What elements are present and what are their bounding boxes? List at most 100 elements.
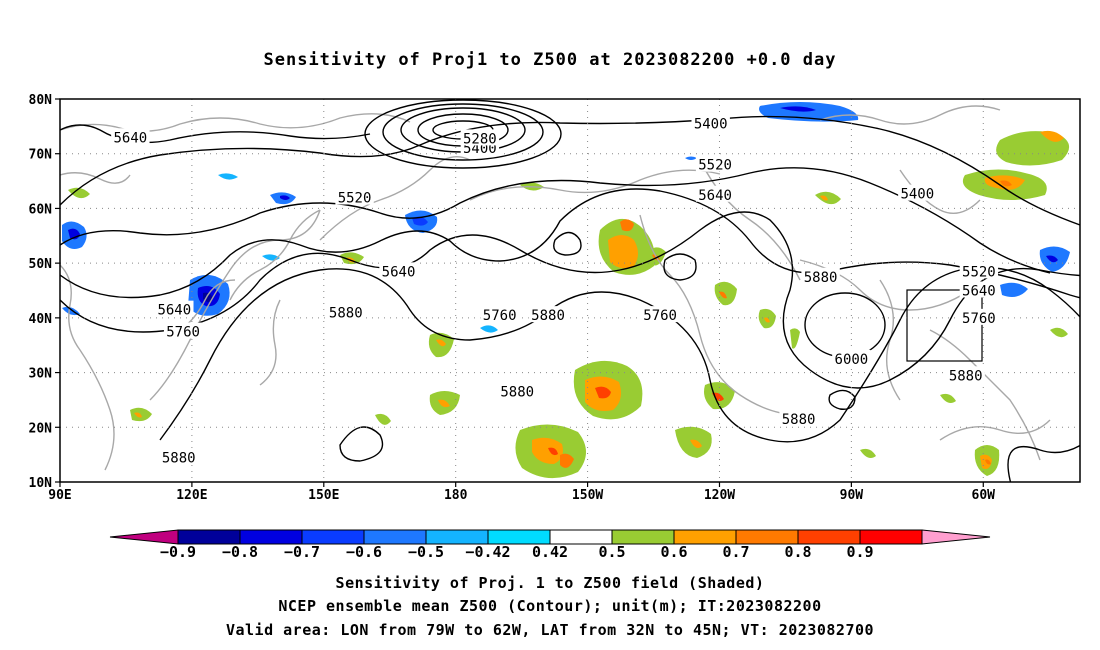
colorbar-tick-label: 0.7 (722, 543, 749, 561)
lat-tick-label: 40N (29, 312, 53, 327)
colorbar-segment (487, 529, 551, 545)
contour-label: 5880 (949, 368, 983, 384)
colorbar-tick-label: 0.42 (532, 543, 568, 561)
contour-label: 5520 (698, 158, 732, 174)
colorbar-high-arrow (921, 529, 991, 545)
contour-label: 5880 (782, 412, 816, 428)
contour-label: 5280 (463, 131, 497, 147)
contour-label-bg (379, 262, 418, 279)
lat-tick-label: 60N (29, 202, 53, 217)
contour-label: 5880 (162, 450, 196, 466)
lon-tick-label: 60W (972, 488, 996, 503)
contour-label-bg (111, 128, 150, 145)
colorbar-tick-label: −0.6 (346, 543, 382, 561)
colorbar-tick-label: −0.9 (160, 543, 196, 561)
contour-label: 5400 (694, 117, 728, 133)
contour-label: 5640 (698, 188, 732, 204)
latitude-labels: 80N 70N 60N 50N 40N 30N 20N 10N (29, 93, 60, 491)
contour-labels: 5640 5400 5280 5520 5640 5640 5760 5880 5760 5880… (111, 114, 999, 466)
colorbar-tick-label: −0.8 (222, 543, 258, 561)
colorbar-low-arrow (109, 529, 179, 545)
lat-tick-label: 80N (29, 93, 53, 108)
lon-tick-label: 120E (176, 488, 207, 503)
contour-label-bg (779, 410, 818, 427)
caption-shaded: Sensitivity of Proj. 1 to Z500 field (Sh… (335, 574, 765, 592)
contour-label-bg (528, 306, 568, 323)
contour-label: 5520 (338, 190, 372, 206)
contour-label-bg (959, 281, 999, 298)
contour-label-bg (335, 188, 374, 205)
contour-label-bg (695, 155, 735, 172)
contour-label-bg (959, 262, 999, 279)
lon-tick-label: 90W (840, 488, 864, 503)
contour-label: 5760 (962, 311, 996, 327)
contour-label: 5760 (483, 308, 517, 324)
contour-label: 5640 (113, 130, 147, 146)
lon-tick-label: 150W (572, 488, 603, 503)
contour-label: 5640 (962, 284, 996, 300)
contour-label-bg (898, 184, 937, 201)
contour-label: 5880 (329, 305, 363, 321)
colorbar-segment (549, 529, 613, 545)
contour-label-bg (691, 114, 730, 131)
contour-label: 5880 (500, 385, 534, 401)
contour-label-bg (640, 306, 680, 323)
colorbar-tick-label: −0.5 (408, 543, 444, 561)
lat-tick-label: 70N (29, 148, 53, 163)
colorbar-segment (177, 529, 241, 545)
colorbar-tick-label: 0.9 (846, 543, 873, 561)
contour-label: 5640 (382, 264, 416, 280)
colorbar-segment (301, 529, 365, 545)
colorbar-tick-label: 0.6 (660, 543, 687, 561)
contour-label-bg (480, 306, 519, 323)
contour-label: 5760 (166, 325, 200, 341)
contour-label-bg (498, 382, 537, 399)
contour-label: 5400 (900, 187, 934, 203)
colorbar-tick-label: 0.5 (598, 543, 625, 561)
colorbar-segment (425, 529, 489, 545)
colorbar-segment (363, 529, 427, 545)
contour-label-bg (159, 448, 198, 465)
lon-tick-label: 90E (48, 488, 71, 503)
contour-label: 5520 (962, 264, 996, 280)
colorbar-tick-label: 0.8 (784, 543, 811, 561)
contour-label: 5760 (643, 308, 677, 324)
caption-valid-area: Valid area: LON from 79W to 62W, LAT fro… (225, 621, 875, 639)
colorbar-segment (735, 529, 799, 545)
colorbar-segment (797, 529, 861, 545)
valid-area-box (906, 289, 983, 362)
contour-label: 5880 (531, 308, 565, 324)
contour-label-bg (801, 267, 840, 284)
contour-label-bg (832, 349, 871, 366)
plot-frame (59, 98, 1081, 483)
colorbar-tick-label: −0.42 (465, 543, 510, 561)
contour-label: 6000 (835, 352, 869, 368)
colorbar-tick-label: −0.7 (284, 543, 320, 561)
coastline-layer (60, 105, 1051, 471)
lat-tick-label: 20N (29, 421, 53, 436)
contour-label-bg (163, 322, 203, 339)
shading-layer (62, 102, 1070, 479)
contour-label-bg (946, 366, 985, 383)
lat-tick-label: 10N (29, 476, 53, 491)
colorbar-segment (673, 529, 737, 545)
contour-label-bg (155, 300, 194, 317)
colorbar-segment (859, 529, 923, 545)
gridlines (60, 99, 1080, 482)
lon-tick-label: 180 (444, 488, 468, 503)
colorbar-segment (611, 529, 675, 545)
colorbar-segment (239, 529, 303, 545)
map-title: Sensitivity of Proj1 to Z500 at 20230822… (263, 50, 837, 70)
lon-tick-label: 120W (704, 488, 735, 503)
lon-tick-label: 150E (308, 488, 339, 503)
contour-label: 5640 (157, 303, 191, 319)
contour-label-bg (959, 308, 999, 325)
lat-tick-label: 30N (29, 367, 53, 382)
contour-label-bg (326, 303, 365, 320)
contour-label: 5880 (804, 270, 838, 286)
contour-label-bg (460, 129, 500, 146)
caption-contour: NCEP ensemble mean Z500 (Contour); unit(… (278, 597, 822, 615)
lat-tick-label: 50N (29, 257, 53, 272)
